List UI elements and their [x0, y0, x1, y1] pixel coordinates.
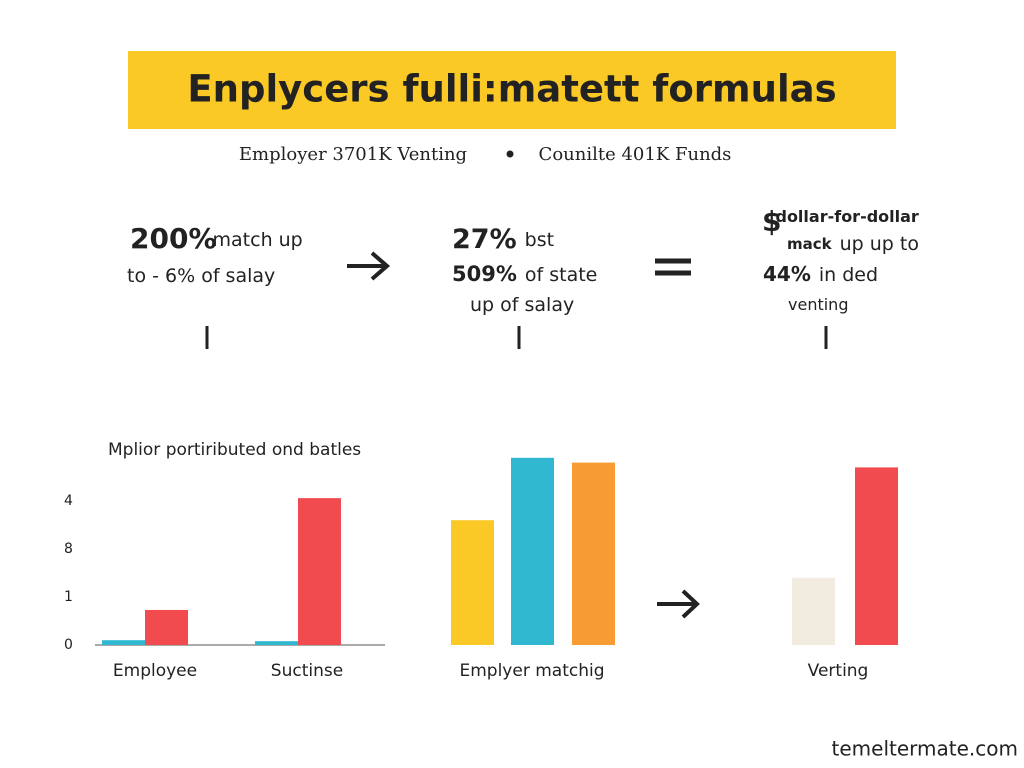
bar	[451, 520, 494, 645]
x-tick-label: Verting	[808, 661, 869, 681]
formula-line: up of salay	[470, 294, 574, 316]
bar	[792, 577, 835, 645]
formula-text: to - 6% of salay	[127, 265, 275, 287]
formula-text: in ded	[819, 264, 878, 286]
x-tick-label: Employee	[113, 661, 197, 681]
formula-text: up of salay	[470, 294, 574, 316]
title-banner	[128, 51, 896, 129]
formula-figure: 27%	[452, 224, 517, 255]
y-tick-label: 1	[64, 589, 73, 605]
formula-figure: mack	[787, 235, 833, 253]
formula-text: of state	[525, 264, 597, 286]
equals	[655, 258, 691, 276]
chart-title: Mplior portiributed ond batles	[108, 440, 361, 460]
bar	[145, 609, 188, 645]
footer: temeltermate.com	[832, 737, 1018, 761]
bar	[298, 498, 341, 645]
y-tick-label: 8	[64, 541, 73, 557]
formula-line: venting	[788, 295, 848, 314]
formula-figure: 44%	[763, 262, 811, 286]
formula-line: 509% of state	[452, 262, 597, 286]
y-tick-label: 4	[64, 493, 73, 509]
bar	[102, 640, 145, 645]
arrow	[347, 251, 391, 281]
formula-figure: 200%	[130, 222, 217, 255]
x-tick-label: Emplyer matchig	[459, 661, 604, 681]
formula-text: up up to	[840, 233, 919, 255]
bullet	[506, 150, 514, 158]
formula-text: venting	[788, 295, 848, 314]
bar	[855, 467, 898, 645]
formula-text: bst	[525, 229, 554, 251]
bar	[572, 462, 615, 645]
formula-line: 200%match up	[130, 222, 303, 255]
formula-figure: 509%	[452, 262, 517, 286]
formula-text: dollar-for-dollar	[775, 207, 918, 226]
formula-line: 44% in ded	[763, 262, 878, 286]
formula-line: 27% bst	[452, 224, 554, 255]
formula-line: mack up up to	[787, 233, 919, 255]
x-tick-label: Suctinse	[271, 661, 343, 681]
subtitle: Counilte 401K Funds	[539, 144, 732, 165]
arrow	[657, 589, 700, 619]
formula-figure: $	[762, 205, 781, 238]
formula-text: match up	[213, 229, 303, 251]
subtitle: Employer 3701K Venting	[239, 144, 467, 165]
formula-line: $dollar-for-dollar	[762, 205, 919, 238]
bar	[511, 457, 554, 645]
title: Enplycers fulli:matett formulas	[187, 68, 836, 111]
y-tick-label: 0	[64, 637, 73, 653]
bar	[255, 641, 298, 645]
formula-line: to - 6% of salay	[127, 265, 275, 287]
